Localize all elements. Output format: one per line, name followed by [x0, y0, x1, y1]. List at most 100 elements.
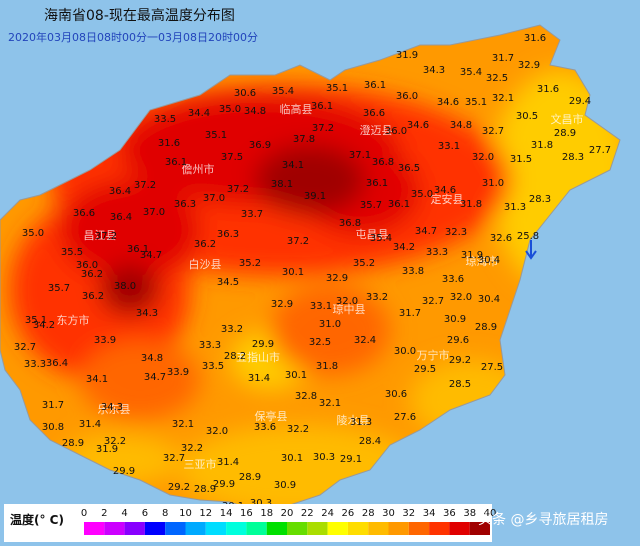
temperature-reading: 34.8 — [141, 353, 163, 364]
temperature-reading: 32.7 — [482, 126, 504, 137]
temperature-reading: 34.4 — [188, 108, 210, 119]
legend-swatch — [185, 522, 206, 535]
temperature-reading: 34.5 — [217, 277, 239, 288]
temperature-reading: 31.6 — [524, 33, 546, 44]
temperature-reading: 33.7 — [241, 209, 263, 220]
watermark: 头条 @乡寻旅居租房 — [478, 511, 608, 528]
temperature-reading: 30.6 — [385, 389, 407, 400]
legend-tick-label: 20 — [281, 508, 294, 519]
temperature-reading: 36.9 — [249, 140, 271, 151]
legend-swatch — [226, 522, 247, 535]
temperature-reading: 33.2 — [366, 292, 388, 303]
temperature-reading: 28.4 — [359, 436, 381, 447]
temperature-reading: 31.4 — [248, 373, 270, 384]
temperature-reading: 34.7 — [144, 372, 166, 383]
temperature-reading: 35.2 — [353, 258, 375, 269]
temperature-reading: 27.5 — [481, 362, 503, 373]
legend-swatch — [449, 522, 470, 535]
place-label: 文昌市 — [551, 112, 584, 126]
temperature-reading: 28.9 — [194, 484, 216, 495]
temperature-reading: 34.8 — [244, 106, 266, 117]
temperature-reading: 36.1 — [364, 80, 386, 91]
temperature-reading: 27.7 — [589, 145, 611, 156]
temperature-reading: 34.8 — [450, 120, 472, 131]
temperature-reading: 31.6 — [158, 138, 180, 149]
legend-swatch — [205, 522, 227, 535]
temperature-reading: 33.5 — [202, 361, 224, 372]
temperature-reading: 35.0 — [411, 189, 433, 200]
temperature-reading: 36.6 — [73, 208, 95, 219]
temperature-reading: 30.1 — [282, 267, 304, 278]
place-label: 东方市 — [57, 313, 90, 327]
temperature-reading: 37.1 — [349, 150, 371, 161]
temperature-reading: 35.0 — [219, 104, 241, 115]
legend-tick-label: 40 — [484, 508, 497, 519]
temperature-reading: 34.1 — [86, 374, 108, 385]
temperature-reading: 33.1 — [310, 301, 332, 312]
temperature-reading: 36.3 — [174, 199, 196, 210]
temperature-reading: 33.3 — [24, 359, 46, 370]
temperature-reading: 37.5 — [221, 152, 243, 163]
temperature-reading: 28.9 — [62, 438, 84, 449]
temperature-reading: 31.3 — [350, 417, 372, 428]
temperature-reading: 32.9 — [326, 273, 348, 284]
place-label: 屯昌县 — [356, 228, 389, 241]
legend-tick-label: 28 — [362, 508, 375, 519]
legend-tick-label: 0 — [81, 508, 87, 519]
temperature-reading: 36.1 — [127, 244, 149, 255]
temperature-reading: 28.3 — [562, 152, 584, 163]
temperature-reading: 33.5 — [154, 114, 176, 125]
temperature-reading: 29.9 — [252, 339, 274, 350]
temperature-reading: 33.9 — [94, 335, 116, 346]
temperature-reading: 32.9 — [271, 299, 293, 310]
legend-swatch — [347, 522, 369, 535]
legend-swatch — [388, 522, 409, 535]
temperature-reading: 34.7 — [415, 226, 437, 237]
temperature-reading: 32.1 — [172, 419, 194, 430]
temperature-reading: 32.0 — [206, 426, 228, 437]
temperature-reading: 31.8 — [316, 361, 338, 372]
temperature-reading: 34.3 — [136, 308, 158, 319]
temperature-reading: 31.9 — [96, 444, 118, 455]
temperature-reading: 32.2 — [287, 424, 309, 435]
legend-tick-label: 38 — [463, 508, 476, 519]
legend-tick-label: 32 — [402, 508, 415, 519]
place-label: 儋州市 — [182, 162, 215, 176]
legend-swatch — [469, 522, 490, 535]
legend-label: 温度(° C) — [10, 512, 64, 527]
temperature-reading: 31.6 — [537, 84, 559, 95]
temperature-reading: 30.9 — [274, 480, 296, 491]
place-label: 万宁市 — [417, 348, 450, 362]
temperature-reading: 31.9 — [461, 250, 483, 261]
temperature-reading: 35.7 — [360, 200, 382, 211]
temperature-reading: 31.0 — [319, 319, 341, 330]
legend-tick-label: 2 — [101, 508, 107, 519]
temperature-reading: 30.1 — [285, 370, 307, 381]
temperature-reading: 36.1 — [366, 178, 388, 189]
temperature-reading: 32.3 — [445, 227, 467, 238]
temperature-reading: 37.2 — [134, 180, 156, 191]
place-label: 陵水县 — [337, 414, 370, 427]
temperature-reading: 36.2 — [81, 269, 103, 280]
place-label: 琼海市 — [466, 254, 499, 268]
temperature-reading: 37.0 — [203, 193, 225, 204]
temperature-reading: 32.4 — [354, 335, 376, 346]
legend-swatch — [266, 522, 287, 535]
temperature-reading: 31.4 — [79, 419, 101, 430]
temperature-reading: 35.1 — [205, 130, 227, 141]
temperature-reading: 27.6 — [394, 412, 416, 423]
temperature-reading: 30.6 — [234, 88, 256, 99]
legend-tick-label: 10 — [179, 508, 192, 519]
temperature-reading: 29.4 — [569, 96, 591, 107]
temperature-reading: 25.8 — [517, 231, 539, 242]
legend-swatch — [307, 522, 328, 535]
temperature-reading: 29.2 — [168, 482, 190, 493]
temperature-reading: 36.0 — [76, 260, 98, 271]
temperature-reading: 32.7 — [14, 342, 36, 353]
temperature-reading: 34.3 — [101, 402, 123, 413]
temperature-reading: 36.2 — [194, 239, 216, 250]
temperature-reading: 35.5 — [61, 247, 83, 258]
temperature-reading: 32.7 — [163, 453, 185, 464]
temperature-reading: 33.3 — [199, 340, 221, 351]
